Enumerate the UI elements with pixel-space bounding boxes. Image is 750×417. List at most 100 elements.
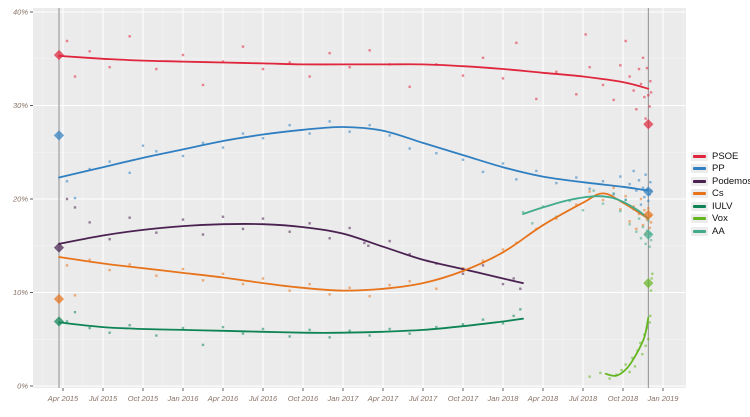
poll-point-psoe <box>155 67 158 71</box>
poll-point-cs <box>108 268 111 272</box>
poll-point-podemos <box>501 282 505 286</box>
poll-point-iulv <box>328 336 331 339</box>
poll-point-pp <box>635 189 638 192</box>
poll-point-cs <box>481 259 485 262</box>
election-result-marker-iulv <box>53 316 65 327</box>
election-result-marker-cs <box>53 293 65 305</box>
poll-point-cs <box>647 207 650 210</box>
cs-line-swatch-icon <box>693 192 706 196</box>
poll-point-cs <box>635 227 638 231</box>
poll-point-cs <box>501 248 505 251</box>
poll-point-psoe <box>601 83 605 87</box>
poll-point-cs <box>348 286 351 290</box>
poll-point-psoe <box>348 65 351 69</box>
poll-point-vox <box>628 370 631 374</box>
trend-line-podemos <box>58 223 524 284</box>
poll-point-iulv <box>241 332 245 335</box>
poll-point-pp <box>647 199 650 203</box>
poll-point-vox <box>620 368 623 372</box>
poll-point-psoe <box>501 77 505 80</box>
poll-point-iulv <box>408 332 411 335</box>
legend-key <box>691 176 708 186</box>
poll-point-aa <box>637 217 641 220</box>
poll-point-iulv <box>181 326 185 330</box>
x-axis-label: Jul 2017 <box>408 394 438 403</box>
poll-point-iulv <box>261 327 265 331</box>
poll-point-pp <box>141 144 145 147</box>
poll-point-psoe <box>328 51 331 55</box>
poll-point-psoe <box>555 70 558 74</box>
legend-label: Cs <box>712 188 724 199</box>
poll-point-cs <box>241 282 245 286</box>
legend: PSOE PP Podemos Cs IULV Vox AA <box>691 151 750 237</box>
poll-point-cs <box>308 282 311 286</box>
trend-line-cs <box>58 192 650 292</box>
poll-point-cs <box>575 203 578 206</box>
poll-point-podemos <box>388 239 391 243</box>
poll-point-pp <box>461 158 465 161</box>
poll-point-aa <box>645 229 649 232</box>
x-axis-label: Oct 2016 <box>288 394 319 403</box>
poll-point-iulv <box>512 314 515 318</box>
poll-point-cs <box>588 190 591 193</box>
poll-point-psoe <box>628 75 631 78</box>
poll-point-vox <box>648 321 651 324</box>
poll-point-psoe <box>65 39 69 43</box>
poll-point-iulv <box>288 335 291 338</box>
legend-item-iulv: IULV <box>691 201 750 212</box>
legend-item-aa: AA <box>691 226 750 237</box>
poll-point-pp <box>637 179 641 182</box>
poll-point-podemos <box>201 233 205 236</box>
poll-point-cs <box>632 205 635 208</box>
poll-point-cs <box>555 217 558 220</box>
poll-point-iulv <box>65 320 69 323</box>
x-axis-label: Jul 2018 <box>568 394 598 403</box>
poll-point-cs <box>649 221 653 224</box>
poll-point-podemos <box>308 222 311 225</box>
poll-point-cs <box>643 209 646 212</box>
poll-point-cs <box>288 289 291 292</box>
poll-point-psoe <box>619 64 622 67</box>
poll-point-pp <box>308 132 311 135</box>
poll-point-psoe <box>481 56 485 60</box>
legend-key <box>691 201 708 211</box>
trend-line-vox <box>604 316 650 377</box>
poll-point-iulv <box>155 334 158 337</box>
poll-point-vox <box>649 314 652 318</box>
aa-line-swatch-icon <box>693 229 706 233</box>
election-result-marker-aa <box>643 229 654 240</box>
poll-point-iulv <box>201 343 205 347</box>
poll-point-pp <box>641 186 645 189</box>
x-axis-label: Jul 2016 <box>248 394 278 403</box>
iulv-line-swatch-icon <box>693 204 706 208</box>
x-axis-label: Jul 2015 <box>88 394 118 403</box>
poll-point-cs <box>201 279 205 282</box>
legend-label: AA <box>712 225 725 237</box>
legend-key <box>691 226 708 236</box>
poll-point-aa <box>649 238 653 242</box>
legend-item-podemos: Podemos <box>691 176 750 187</box>
poll-point-aa <box>581 209 585 212</box>
poll-point-psoe <box>288 61 291 64</box>
y-axis-label: 40% <box>13 8 28 17</box>
poll-point-psoe <box>128 35 131 38</box>
poll-point-psoe <box>261 67 265 71</box>
poll-point-podemos <box>128 216 131 219</box>
poll-point-aa <box>641 225 645 229</box>
poll-point-cs <box>388 283 391 287</box>
poll-point-podemos <box>512 277 515 280</box>
poll-point-pp <box>88 167 91 171</box>
poll-point-pp <box>348 130 351 133</box>
poll-point-iulv <box>221 325 225 329</box>
x-axis-label: Apr 2018 <box>527 394 559 403</box>
poll-point-psoe <box>647 94 650 97</box>
poll-point-psoe <box>408 85 411 88</box>
poll-point-vox <box>608 377 611 380</box>
poll-point-pp <box>644 173 647 176</box>
poll-point-aa <box>624 198 627 202</box>
pp-line-swatch-icon <box>693 167 706 171</box>
poll-point-psoe <box>612 98 615 102</box>
poll-point-psoe <box>584 33 587 36</box>
poll-point-psoe <box>648 105 651 108</box>
poll-point-aa <box>612 192 615 195</box>
